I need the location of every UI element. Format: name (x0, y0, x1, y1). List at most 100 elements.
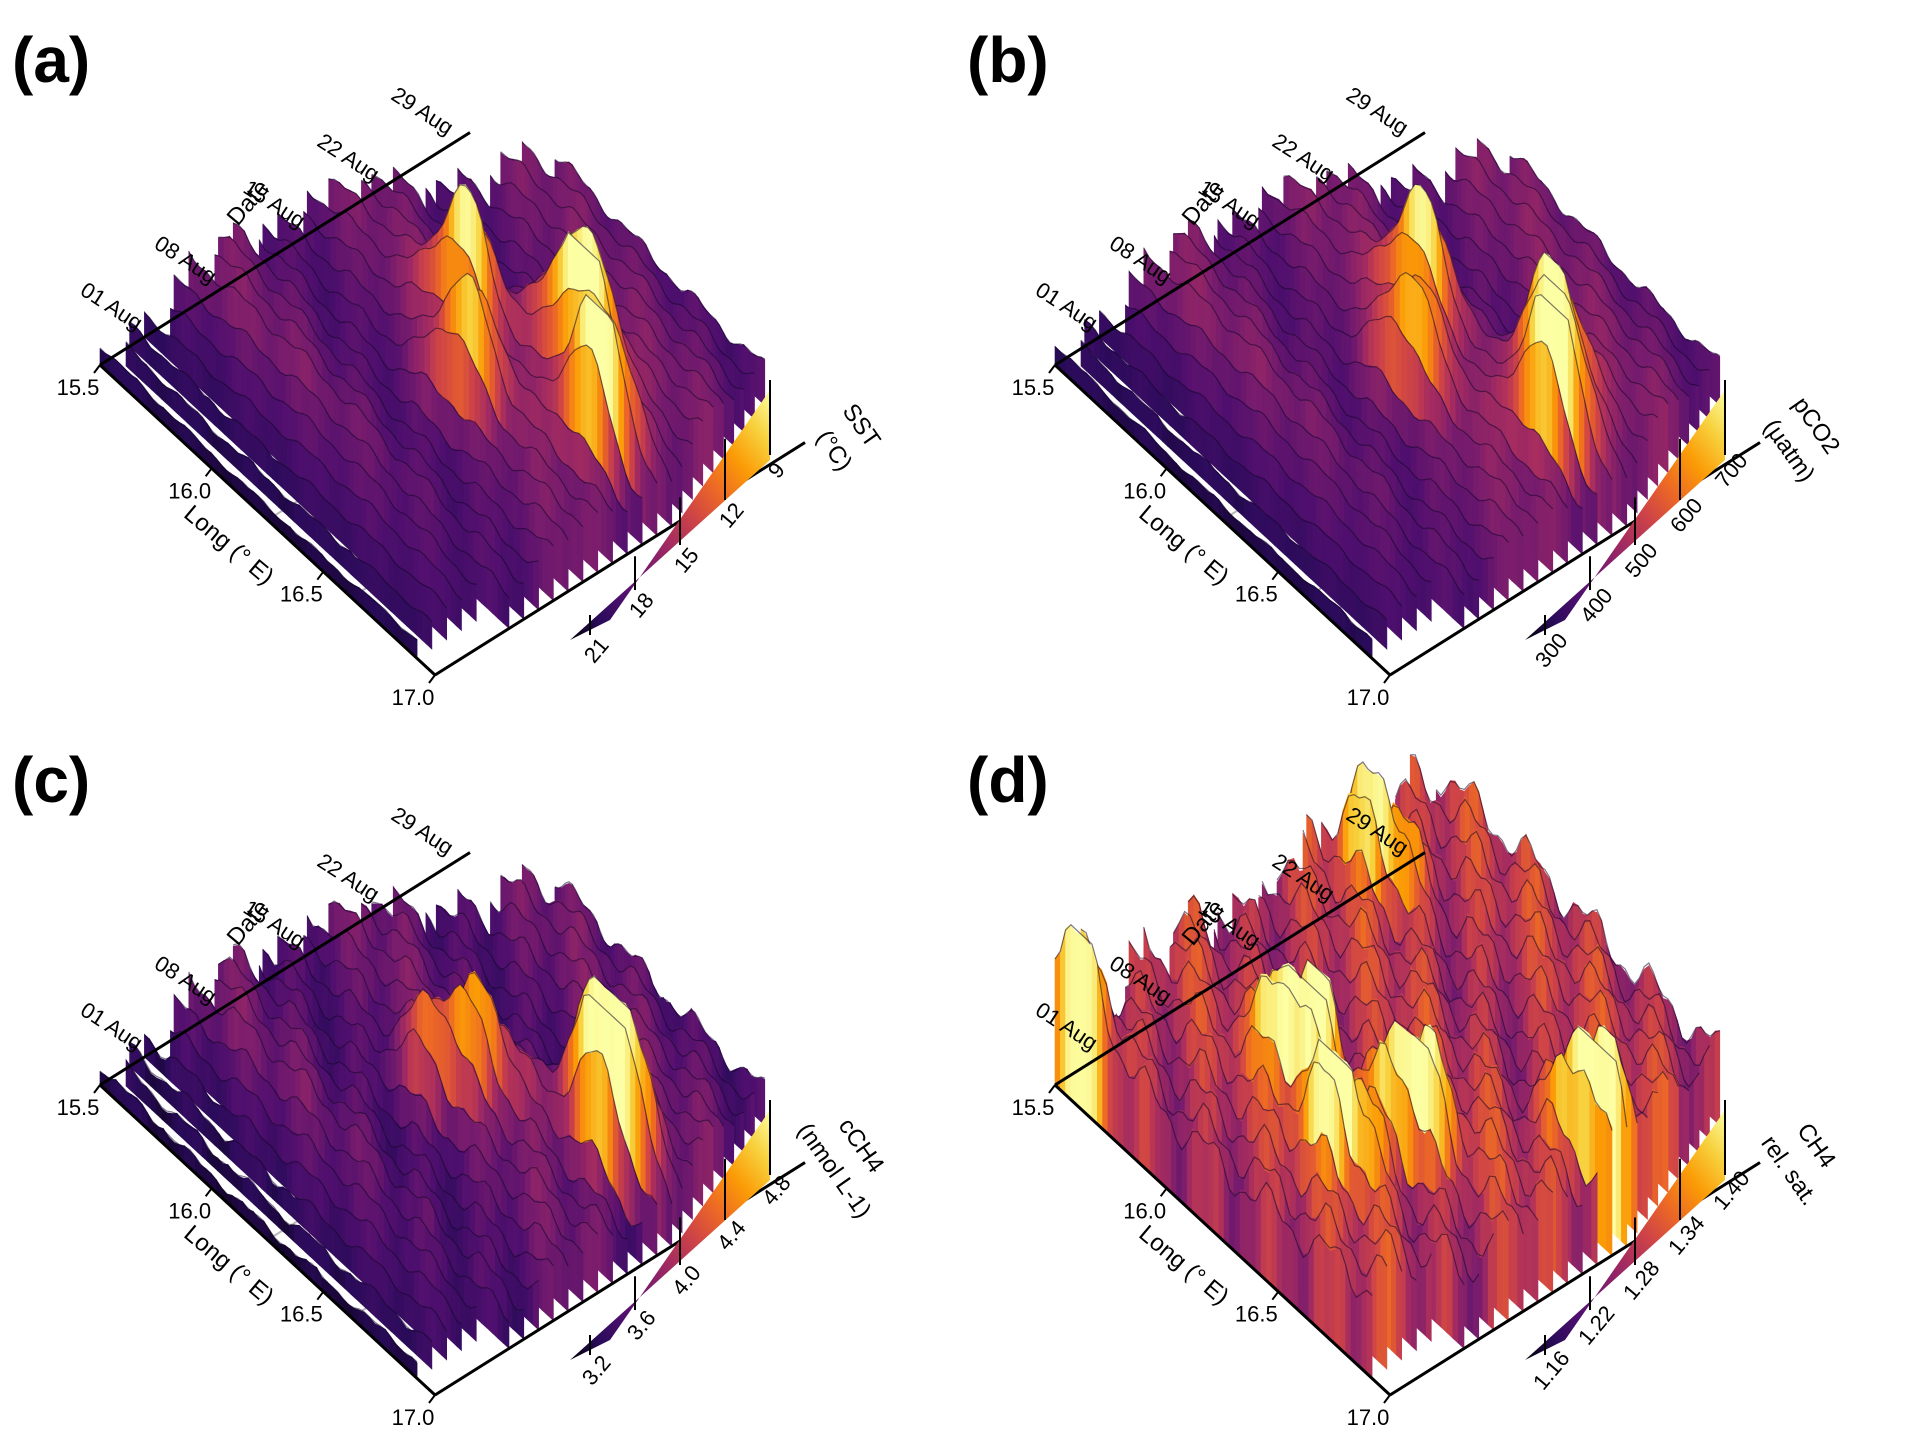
transect-segment (1585, 482, 1592, 541)
transect-segment (586, 500, 593, 569)
transect-segment (739, 387, 745, 433)
transect-segment (480, 565, 488, 609)
transect-segment (365, 562, 372, 594)
transect-segment (1345, 585, 1352, 617)
transect-segment (697, 1136, 704, 1207)
x-tick-label: 16.5 (280, 1302, 323, 1327)
transect-segment (577, 1246, 584, 1303)
transect-segment (1106, 368, 1112, 395)
transect-segment (480, 1286, 488, 1329)
transect-segment (1532, 516, 1539, 583)
transect-segment (277, 1186, 284, 1209)
transect-segment (1294, 542, 1301, 570)
transect-edge (554, 159, 766, 360)
transect-segment (182, 371, 188, 401)
x-tick-label: 15.5 (57, 375, 100, 400)
transect-segment (203, 394, 210, 421)
x-tick-label: 16.0 (168, 478, 211, 503)
transect-segment (693, 1136, 699, 1203)
x-tick (1383, 674, 1391, 684)
transect-segment (1576, 505, 1583, 555)
transect-segment (228, 1112, 235, 1141)
transect-segment (212, 376, 219, 407)
transect-segment (282, 1123, 289, 1168)
transect-segment (273, 1207, 280, 1229)
transect-segment (630, 1224, 637, 1261)
transect-segment (577, 520, 584, 583)
x-tick-label: 15.5 (57, 1095, 100, 1120)
transect-segment (165, 1055, 172, 1083)
y-tick-label: 08 Aug (1105, 231, 1176, 289)
transect-segment (1652, 413, 1659, 487)
transect-segment (224, 1140, 231, 1160)
transect-segment (314, 1239, 321, 1267)
transect-segment (356, 1246, 363, 1283)
transect-segment (286, 1160, 293, 1195)
transect-segment (455, 1319, 462, 1352)
transect-segment (527, 1285, 534, 1326)
transect-segment (293, 473, 300, 504)
transect-segment (621, 506, 628, 555)
transect-segment (547, 539, 554, 602)
transects (1054, 137, 1721, 660)
transect-segment (682, 438, 688, 496)
transect-segment (1248, 501, 1255, 528)
transect-segment (1232, 460, 1239, 489)
transect-segment (1183, 385, 1190, 421)
transects (99, 140, 766, 660)
transect-segment (170, 336, 177, 368)
transect-segment (714, 393, 720, 456)
transect-segment (160, 1057, 166, 1078)
y-tick-label: 01 Aug (1031, 277, 1102, 335)
transect-segment (1441, 563, 1448, 614)
transect-segment (1482, 557, 1489, 606)
transect-edge (361, 179, 673, 482)
transect-segment (708, 400, 714, 474)
transect-segment (400, 1319, 407, 1347)
transect-segment (360, 559, 366, 589)
transect-segment (1137, 368, 1143, 401)
transect-segment (1511, 520, 1518, 587)
transect-segment (1541, 497, 1548, 569)
transect-segment (636, 494, 643, 546)
transect-segment (746, 1093, 751, 1136)
transect-segment (351, 1246, 358, 1278)
y-tick-label: 22 Aug (1268, 128, 1339, 186)
transect-segment (1669, 388, 1675, 456)
transect-segment (1361, 601, 1367, 631)
transect-segment (1258, 476, 1265, 514)
transect-segment (1264, 513, 1270, 542)
transect-segment (1371, 606, 1378, 641)
transect-segment (517, 582, 525, 620)
transect-edge (214, 254, 539, 564)
y-tick-label: 01 Aug (76, 277, 147, 335)
transect-segment (760, 356, 766, 406)
transect-segment (356, 524, 363, 563)
transect-segment (671, 452, 678, 509)
transect-segment (288, 500, 295, 523)
transect-segment (406, 1327, 412, 1351)
transect-segment (411, 606, 417, 636)
transect-segment (729, 394, 735, 447)
y-tick-label: 29 Aug (1342, 82, 1413, 140)
transect-segment (735, 1111, 741, 1150)
transect-segment (532, 1278, 539, 1331)
transect-segment (532, 560, 539, 611)
transect-segment (256, 437, 263, 470)
transect-segment (1680, 387, 1686, 443)
x-tick (1048, 364, 1056, 374)
transect-segment (645, 464, 652, 532)
transect-segment (1299, 545, 1306, 575)
transect-segment (606, 503, 613, 565)
y-tick-label: 29 Aug (387, 802, 458, 860)
transect-segment (1376, 610, 1383, 646)
transect-segment (1311, 523, 1318, 563)
transect-segment (411, 1329, 417, 1356)
transect-segment (541, 1258, 549, 1317)
transect-segment (218, 380, 224, 412)
transect-segment (621, 1237, 628, 1275)
transect-edge (277, 212, 614, 512)
transect-segment (1472, 579, 1480, 620)
transect-segment (651, 1196, 658, 1257)
transect-edge (500, 151, 745, 390)
